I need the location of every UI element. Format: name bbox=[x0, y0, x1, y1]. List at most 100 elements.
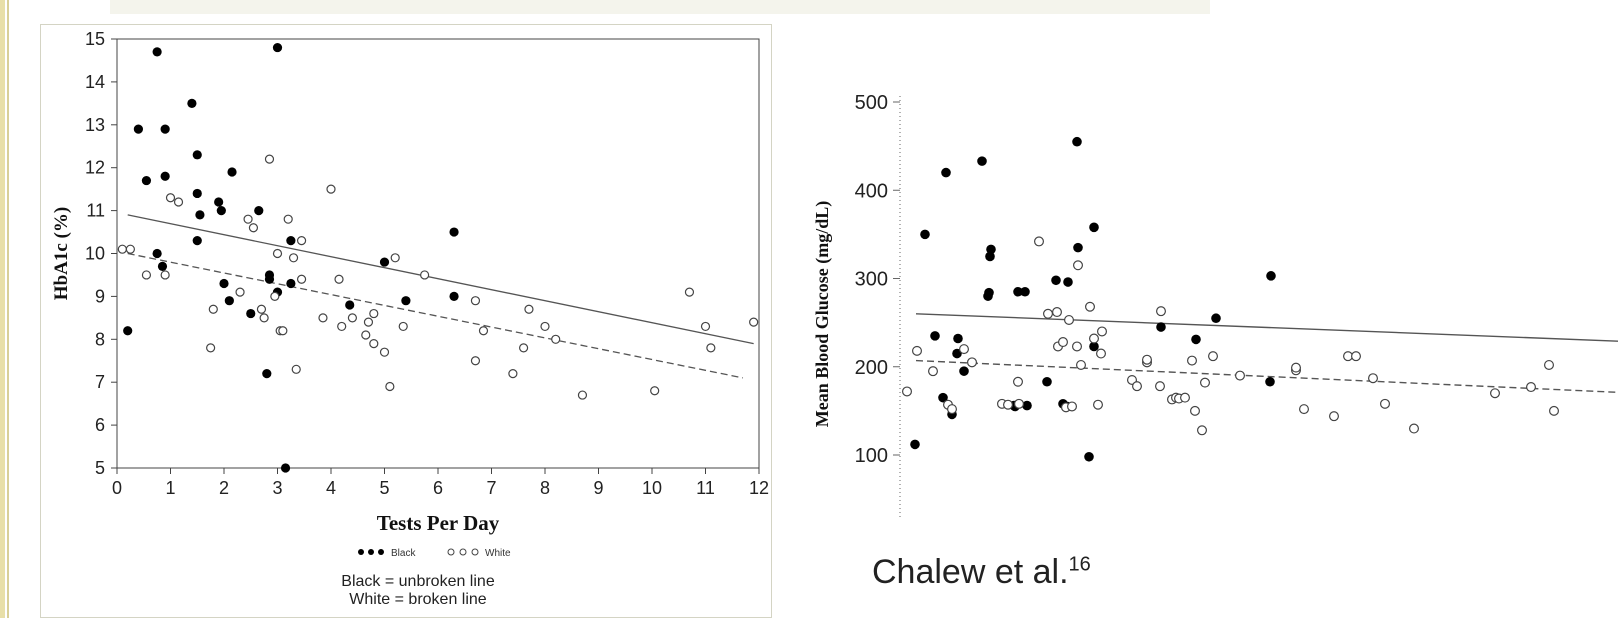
data-point-white bbox=[1298, 404, 1309, 415]
glucose-chart-panel: 100 200 300 400 500 Mean Blood Glucose (mg/dL… bbox=[782, 74, 1618, 520]
data-point-black bbox=[160, 171, 170, 181]
data-point-white bbox=[1155, 381, 1166, 392]
data-point-black bbox=[941, 167, 951, 178]
data-point-white bbox=[1197, 425, 1208, 436]
data-point-white bbox=[959, 344, 970, 355]
fit-line-black bbox=[127, 214, 754, 345]
data-point-white bbox=[1367, 373, 1378, 384]
y-tick-label: 100 bbox=[855, 445, 888, 467]
data-point-black bbox=[219, 278, 229, 289]
data-point-white bbox=[1190, 405, 1201, 416]
note-black-line: Black = unbroken line bbox=[341, 573, 495, 590]
legend-marker-black bbox=[358, 549, 364, 555]
data-point-black bbox=[195, 210, 205, 220]
data-point-white bbox=[259, 313, 269, 323]
x-axis-label: Tests Per Day bbox=[377, 511, 500, 535]
x-tick-label: 1 bbox=[165, 478, 175, 498]
data-point-white bbox=[1089, 333, 1100, 344]
data-point-white bbox=[947, 404, 958, 415]
data-point-white bbox=[967, 357, 978, 368]
data-point-black bbox=[952, 348, 962, 359]
data-point-white bbox=[347, 313, 357, 323]
data-point-white bbox=[1328, 411, 1339, 422]
data-point-white bbox=[173, 197, 184, 207]
data-point-white bbox=[248, 223, 259, 233]
data-point-white bbox=[700, 321, 711, 332]
legend-marker-white bbox=[471, 548, 479, 556]
data-point-black bbox=[214, 197, 224, 207]
data-point-white bbox=[141, 270, 152, 280]
x-tick-label: 7 bbox=[486, 478, 496, 498]
data-point-white bbox=[1096, 348, 1107, 359]
data-point-white bbox=[1052, 307, 1063, 318]
data-point-black bbox=[953, 333, 963, 344]
y-tick-label: 7 bbox=[95, 372, 105, 392]
data-point-white bbox=[235, 287, 245, 297]
data-point-white bbox=[243, 214, 253, 224]
y-axis-label: HbA1c (%) bbox=[51, 207, 72, 300]
data-point-white bbox=[749, 317, 759, 327]
data-point-white bbox=[1200, 377, 1211, 388]
data-point-white bbox=[912, 345, 923, 356]
data-point-black bbox=[1089, 222, 1099, 233]
data-point-white bbox=[1142, 354, 1153, 365]
x-tick-label: 3 bbox=[272, 478, 282, 498]
data-point-white bbox=[1014, 398, 1025, 409]
data-point-black bbox=[1063, 277, 1073, 287]
y-tick-label: 300 bbox=[855, 269, 888, 291]
hba1c-chart-panel: 0 1 2 3 4 5 6 7 8 9 10 11 12 5 6 7 8 9 10 11 12 13 14 15 Tests P… bbox=[40, 24, 772, 618]
data-point-white bbox=[160, 270, 170, 280]
data-point-black bbox=[938, 392, 948, 403]
data-point-white bbox=[1187, 355, 1198, 366]
x-tick-label: 4 bbox=[326, 478, 336, 498]
x-tick-label: 6 bbox=[433, 478, 443, 498]
data-point-black bbox=[286, 236, 296, 246]
data-point-black bbox=[1072, 136, 1082, 147]
y-axis-label: Mean Blood Glucose (mg/dL) bbox=[812, 201, 833, 428]
glucose-scatter-chart: 100 200 300 400 500 Mean Blood Glucose (mg/dL… bbox=[812, 92, 1618, 520]
x-tick-label: 0 bbox=[112, 478, 122, 498]
data-point-black bbox=[227, 167, 237, 177]
x-tick-label: 2 bbox=[219, 478, 229, 498]
data-point-black bbox=[1266, 271, 1276, 281]
data-point-black bbox=[986, 244, 996, 255]
data-point-black bbox=[160, 124, 170, 134]
data-point-black bbox=[1089, 341, 1099, 352]
data-point-black bbox=[280, 463, 291, 473]
data-point-black bbox=[401, 296, 411, 306]
data-point-black bbox=[930, 331, 940, 341]
data-point-white bbox=[1073, 260, 1084, 271]
data-point-white bbox=[379, 347, 390, 357]
data-point-white bbox=[1034, 236, 1045, 247]
y-tick-label: 500 bbox=[855, 92, 888, 114]
data-point-black bbox=[192, 236, 202, 246]
y-tick-label: 10 bbox=[85, 244, 105, 264]
data-point-white bbox=[390, 253, 400, 263]
data-point-white bbox=[291, 364, 301, 374]
data-point-black bbox=[449, 227, 459, 237]
x-tick-label: 10 bbox=[642, 478, 662, 498]
data-point-black bbox=[920, 229, 930, 240]
data-point-white bbox=[278, 326, 288, 336]
y-tick-label: 5 bbox=[95, 458, 105, 478]
data-point-white bbox=[363, 317, 374, 327]
data-point-black bbox=[141, 175, 152, 186]
data-point-white bbox=[1013, 376, 1024, 387]
data-point-white bbox=[478, 326, 489, 336]
data-point-black bbox=[192, 188, 202, 199]
data-point-black bbox=[984, 287, 994, 298]
legend-label-white: White bbox=[485, 548, 511, 559]
data-point-white bbox=[1058, 337, 1069, 348]
data-point-black bbox=[272, 42, 283, 53]
data-point-black bbox=[133, 124, 143, 134]
data-point-white bbox=[1132, 381, 1143, 392]
data-point-white bbox=[296, 236, 307, 246]
data-point-black bbox=[1042, 376, 1052, 387]
data-point-white bbox=[1543, 359, 1554, 370]
fit-line-white bbox=[127, 252, 744, 379]
y-tick-label: 6 bbox=[95, 415, 105, 435]
data-point-black bbox=[1156, 322, 1166, 332]
fit-line-white bbox=[915, 359, 1618, 394]
data-point-white bbox=[318, 313, 328, 323]
data-point-black bbox=[1013, 286, 1023, 297]
